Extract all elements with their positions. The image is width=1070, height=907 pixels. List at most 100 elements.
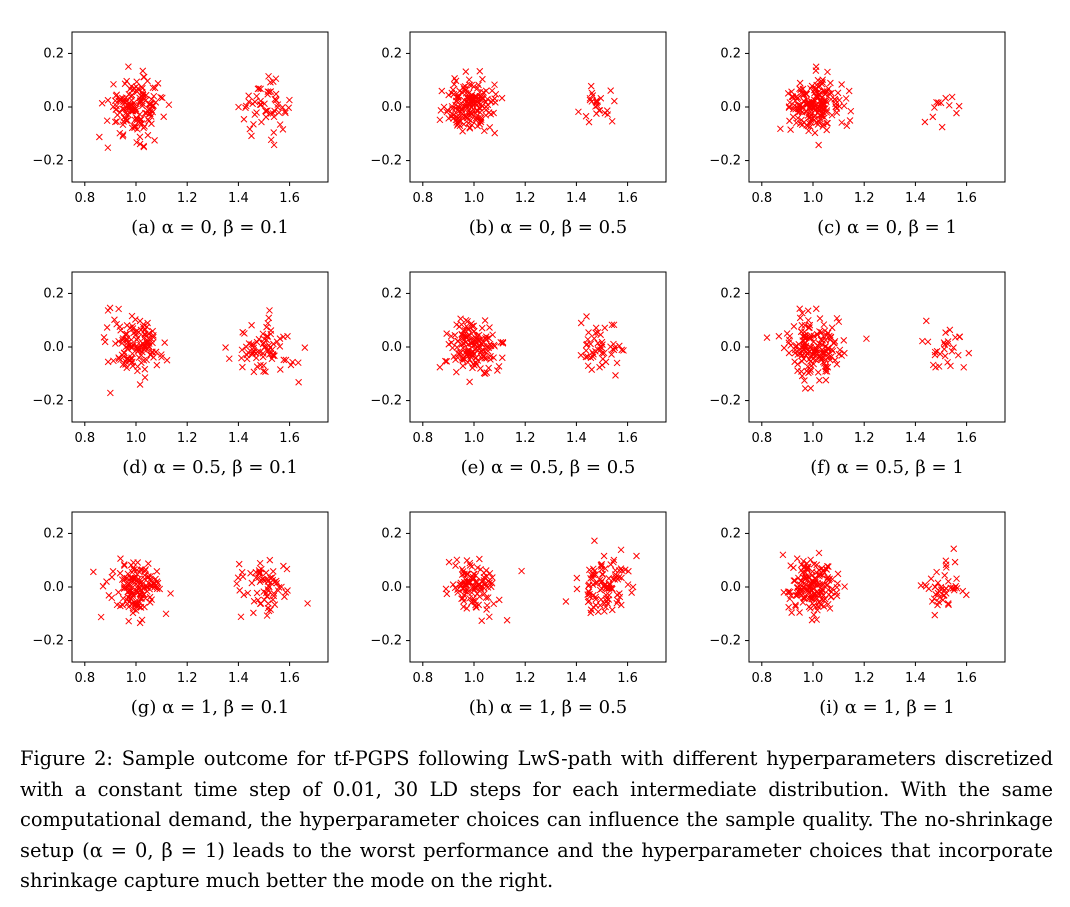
data-point-marker [802, 569, 809, 577]
data-points [442, 537, 640, 625]
data-point-marker [147, 101, 154, 108]
data-point-marker [241, 330, 248, 337]
data-point-marker [266, 583, 273, 591]
data-point-marker [158, 94, 166, 102]
y-tick-label: 0.2 [43, 526, 64, 541]
data-point-marker [448, 339, 455, 347]
data-point-marker [588, 571, 595, 579]
data-point-marker [261, 343, 269, 351]
data-point-marker [276, 121, 284, 128]
data-point-marker [258, 118, 265, 126]
data-point-marker [270, 592, 278, 600]
data-point-marker [838, 352, 846, 359]
data-point-marker [154, 80, 162, 87]
data-point-marker [463, 605, 471, 612]
data-point-marker [602, 591, 610, 599]
data-point-marker [922, 317, 930, 325]
data-point-marker [800, 118, 808, 126]
data-point-marker [593, 110, 600, 117]
data-point-marker [149, 84, 157, 92]
data-point-marker [233, 580, 241, 588]
data-point-marker [460, 578, 468, 586]
data-point-marker [136, 94, 143, 102]
data-point-marker [785, 588, 792, 595]
data-point-marker [263, 612, 271, 619]
data-point-marker [584, 362, 592, 370]
data-point-marker [253, 589, 261, 597]
data-point-marker [470, 328, 478, 335]
data-point-marker [819, 348, 827, 355]
data-point-marker [810, 96, 818, 104]
data-point-marker [281, 593, 288, 601]
data-point-marker [255, 335, 263, 343]
data-point-marker [834, 580, 841, 587]
data-point-marker [824, 600, 832, 608]
data-point-marker [800, 343, 807, 351]
data-point-marker [828, 89, 835, 97]
data-point-marker [263, 323, 270, 331]
data-point-marker [821, 88, 829, 95]
x-tick-label: 1.6 [956, 671, 977, 686]
data-point-marker [587, 82, 595, 90]
data-point-marker [617, 565, 625, 573]
data-point-marker [242, 104, 249, 112]
data-point-marker [942, 561, 950, 569]
data-point-marker [947, 362, 954, 370]
data-point-marker [786, 595, 794, 603]
data-point-marker [151, 583, 159, 591]
data-point-marker [845, 87, 853, 95]
data-point-marker [445, 91, 453, 99]
data-point-marker [941, 341, 949, 348]
data-point-marker [827, 593, 835, 601]
data-point-marker [800, 337, 808, 345]
data-point-marker [153, 568, 161, 575]
data-point-marker [286, 96, 293, 104]
data-point-marker [111, 97, 119, 105]
y-tick-label: 0.2 [720, 46, 741, 61]
scatter-panel-c: 0.8 1.0 1.2 1.4 1.6 0.2 0.0 −0.2 (c) α = 0, β = … [697, 22, 1006, 257]
data-point-marker [249, 100, 257, 108]
data-point-marker [820, 350, 828, 357]
data-point-marker [119, 132, 127, 140]
x-tick-label: 0.8 [412, 191, 433, 206]
data-point-marker [863, 335, 870, 343]
data-point-marker [128, 82, 135, 90]
data-point-marker [812, 305, 820, 313]
data-point-marker [250, 597, 258, 605]
data-point-marker [476, 337, 484, 345]
data-point-marker [953, 109, 960, 117]
data-point-marker [464, 94, 472, 102]
data-point-marker [629, 583, 637, 591]
data-point-marker [130, 559, 137, 566]
data-point-marker [148, 120, 155, 128]
data-point-marker [262, 569, 270, 577]
data-point-marker [289, 358, 296, 366]
y-tick-label: −0.2 [709, 154, 741, 169]
data-point-marker [804, 316, 812, 324]
x-tick-label: 1.2 [177, 671, 198, 686]
data-point-marker [95, 133, 103, 141]
data-point-marker [792, 93, 800, 101]
data-point-marker [829, 347, 837, 355]
data-point-marker [817, 601, 825, 609]
data-point-marker [470, 570, 478, 578]
data-point-marker [126, 324, 134, 332]
data-point-marker [805, 369, 812, 377]
data-point-marker [139, 67, 147, 75]
data-point-marker [592, 103, 599, 110]
data-point-marker [938, 123, 946, 131]
data-points [90, 555, 311, 627]
data-point-marker [932, 363, 939, 371]
data-point-marker [250, 120, 257, 128]
data-point-marker [132, 316, 139, 323]
data-point-marker [469, 101, 477, 109]
data-point-marker [115, 305, 122, 313]
data-point-marker [476, 555, 483, 563]
data-point-marker [442, 585, 450, 593]
data-point-marker [822, 376, 830, 384]
y-tick-label: 0.2 [381, 286, 402, 301]
data-point-marker [481, 354, 488, 362]
data-point-marker [823, 126, 831, 134]
data-point-marker [281, 107, 289, 115]
panel-caption: (b) α = 0, β = 0.5 [468, 217, 628, 238]
